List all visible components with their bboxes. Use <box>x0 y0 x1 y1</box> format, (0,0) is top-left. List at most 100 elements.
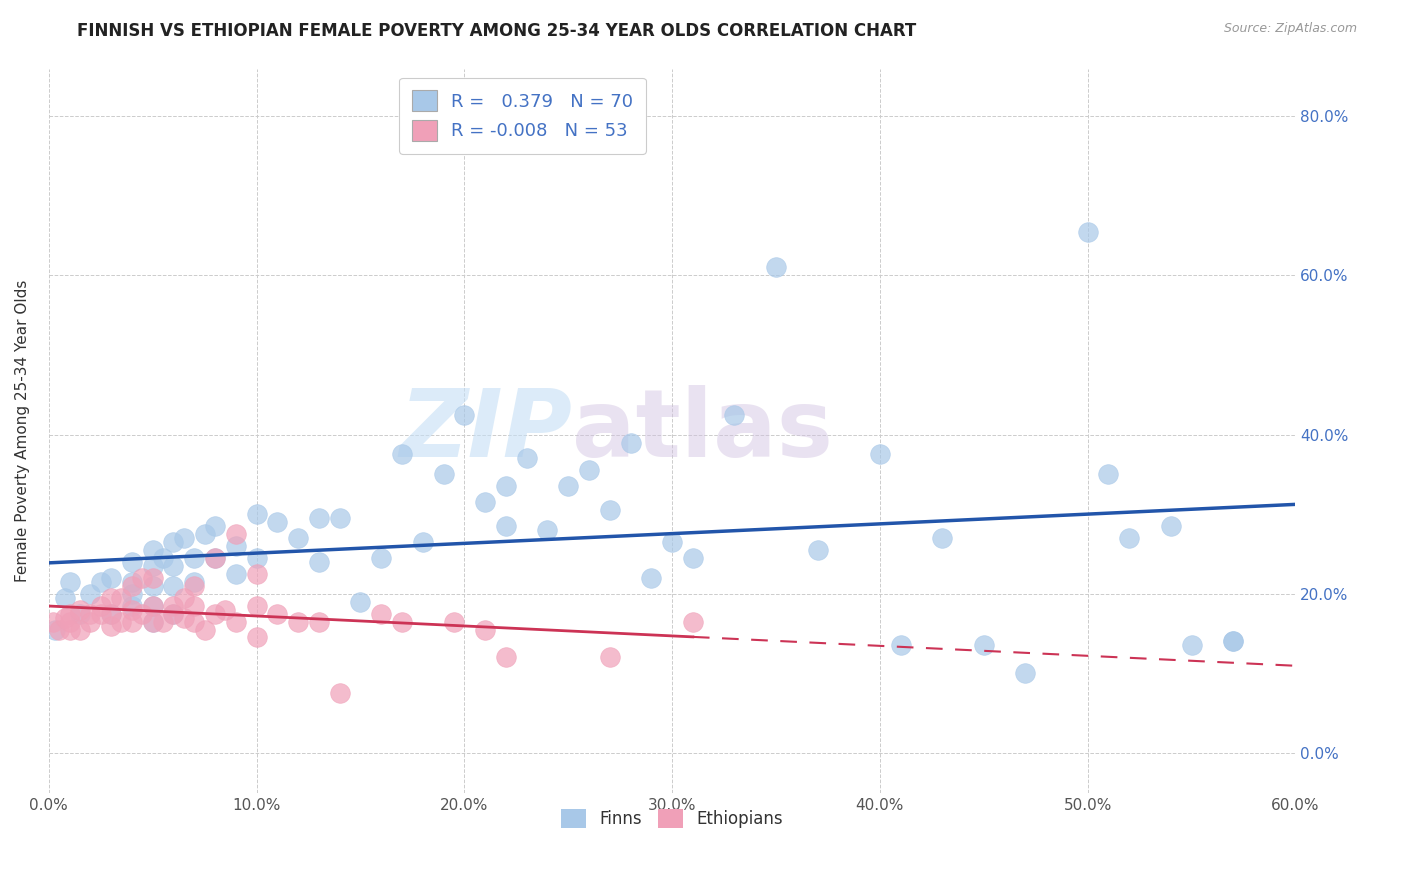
Point <box>495 650 517 665</box>
Point <box>1222 634 1244 648</box>
Point <box>69 623 91 637</box>
Text: atlas: atlas <box>572 384 834 476</box>
Point <box>973 639 995 653</box>
Point <box>640 571 662 585</box>
Point <box>121 615 143 629</box>
Point <box>1097 467 1119 482</box>
Point <box>266 607 288 621</box>
Point <box>308 555 330 569</box>
Point <box>266 515 288 529</box>
Point <box>131 607 153 621</box>
Point <box>142 599 165 613</box>
Point <box>287 531 309 545</box>
Point <box>48 623 70 637</box>
Point <box>225 566 247 581</box>
Point <box>69 607 91 621</box>
Point <box>162 599 184 613</box>
Point <box>58 607 80 621</box>
Point <box>225 615 247 629</box>
Point <box>890 639 912 653</box>
Point <box>152 615 174 629</box>
Point <box>53 591 76 605</box>
Point <box>557 479 579 493</box>
Point <box>194 527 217 541</box>
Point <box>79 615 101 629</box>
Point <box>142 599 165 613</box>
Point <box>58 623 80 637</box>
Point <box>391 615 413 629</box>
Point <box>1222 634 1244 648</box>
Point <box>412 535 434 549</box>
Point <box>121 587 143 601</box>
Point <box>162 535 184 549</box>
Point <box>183 579 205 593</box>
Point <box>1180 639 1202 653</box>
Point <box>245 550 267 565</box>
Point <box>58 574 80 589</box>
Point <box>100 607 122 621</box>
Point <box>79 607 101 621</box>
Point <box>245 507 267 521</box>
Point <box>162 607 184 621</box>
Point <box>432 467 454 482</box>
Point <box>162 579 184 593</box>
Point <box>142 543 165 558</box>
Point <box>214 602 236 616</box>
Point <box>474 623 496 637</box>
Point <box>723 408 745 422</box>
Point <box>44 623 66 637</box>
Point <box>90 607 112 621</box>
Point <box>245 631 267 645</box>
Point <box>131 571 153 585</box>
Point <box>100 571 122 585</box>
Point <box>308 615 330 629</box>
Point <box>162 558 184 573</box>
Point <box>121 579 143 593</box>
Point <box>173 591 195 605</box>
Point <box>152 550 174 565</box>
Point <box>204 519 226 533</box>
Point <box>142 579 165 593</box>
Point <box>142 615 165 629</box>
Point <box>42 615 65 629</box>
Point <box>370 550 392 565</box>
Point <box>121 574 143 589</box>
Point <box>90 599 112 613</box>
Point <box>869 447 891 461</box>
Point <box>121 555 143 569</box>
Point <box>287 615 309 629</box>
Point <box>370 607 392 621</box>
Point <box>183 615 205 629</box>
Point <box>100 618 122 632</box>
Point <box>53 610 76 624</box>
Point <box>682 615 704 629</box>
Point <box>536 523 558 537</box>
Point <box>245 566 267 581</box>
Point <box>661 535 683 549</box>
Point <box>204 550 226 565</box>
Point <box>173 531 195 545</box>
Point <box>225 527 247 541</box>
Point <box>806 543 828 558</box>
Point <box>142 558 165 573</box>
Point <box>1014 666 1036 681</box>
Point <box>1160 519 1182 533</box>
Text: Source: ZipAtlas.com: Source: ZipAtlas.com <box>1223 22 1357 36</box>
Point <box>100 607 122 621</box>
Point <box>349 595 371 609</box>
Point <box>204 607 226 621</box>
Point <box>58 615 80 629</box>
Point <box>619 435 641 450</box>
Point <box>173 610 195 624</box>
Y-axis label: Female Poverty Among 25-34 Year Olds: Female Poverty Among 25-34 Year Olds <box>15 279 30 582</box>
Point <box>599 650 621 665</box>
Point <box>110 591 132 605</box>
Point <box>1077 225 1099 239</box>
Point <box>90 574 112 589</box>
Point <box>443 615 465 629</box>
Point <box>329 511 352 525</box>
Text: FINNISH VS ETHIOPIAN FEMALE POVERTY AMONG 25-34 YEAR OLDS CORRELATION CHART: FINNISH VS ETHIOPIAN FEMALE POVERTY AMON… <box>77 22 917 40</box>
Point <box>931 531 953 545</box>
Point <box>599 503 621 517</box>
Point <box>183 550 205 565</box>
